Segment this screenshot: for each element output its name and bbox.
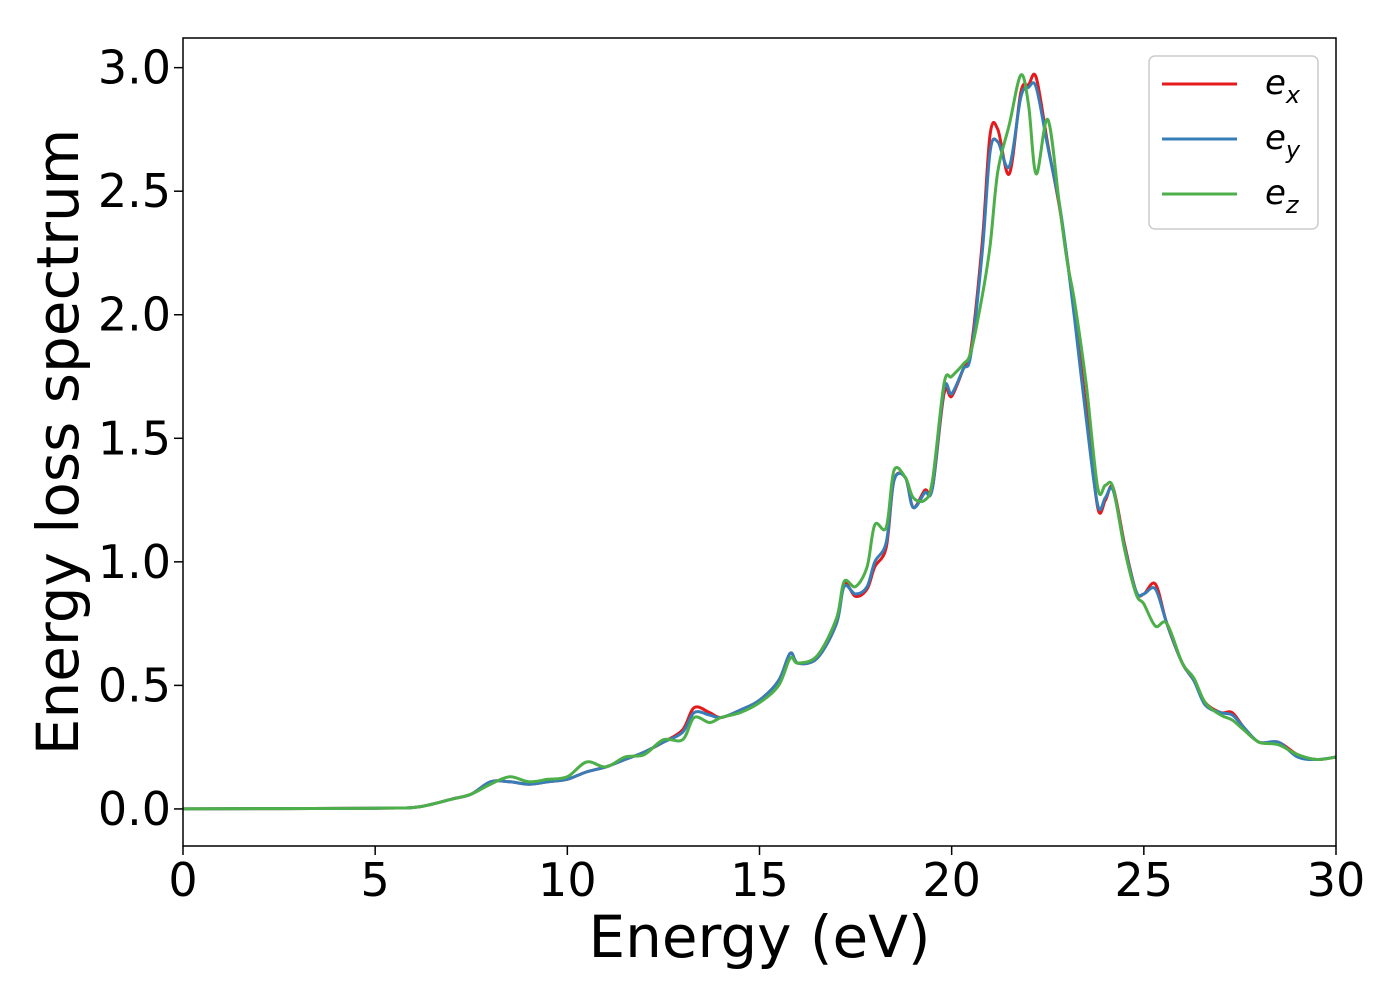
x-tick-label: 15 (730, 853, 789, 907)
y-tick-label: 1.5 (98, 411, 171, 465)
x-axis-ticks: 0 5 10 15 20 25 30 (168, 846, 1365, 907)
x-tick-label: 25 (1115, 853, 1174, 907)
series-layer (182, 72, 1337, 811)
y-tick-label: 2.5 (98, 164, 171, 218)
x-tick-label: 5 (361, 853, 390, 907)
x-tick-label: 0 (168, 853, 197, 907)
x-tick-label: 10 (538, 853, 597, 907)
legend-box (1148, 55, 1319, 230)
y-tick-label: 0.0 (98, 782, 171, 836)
series-line-z (182, 73, 1337, 811)
y-axis-ticks: 0.0 0.5 1.0 1.5 2.0 2.5 3.0 (98, 41, 183, 836)
x-axis-title: Energy (eV) (588, 903, 930, 971)
y-tick-label: 1.0 (98, 535, 171, 589)
y-tick-label: 2.0 (98, 288, 171, 342)
legend-label-z: ez (1265, 173, 1300, 219)
y-axis-title: Energy loss spectrum (24, 129, 92, 755)
x-tick-label: 20 (922, 853, 981, 907)
y-tick-label: 0.5 (98, 658, 171, 712)
y-tick-label: 3.0 (98, 41, 171, 95)
x-tick-label: 30 (1307, 853, 1366, 907)
